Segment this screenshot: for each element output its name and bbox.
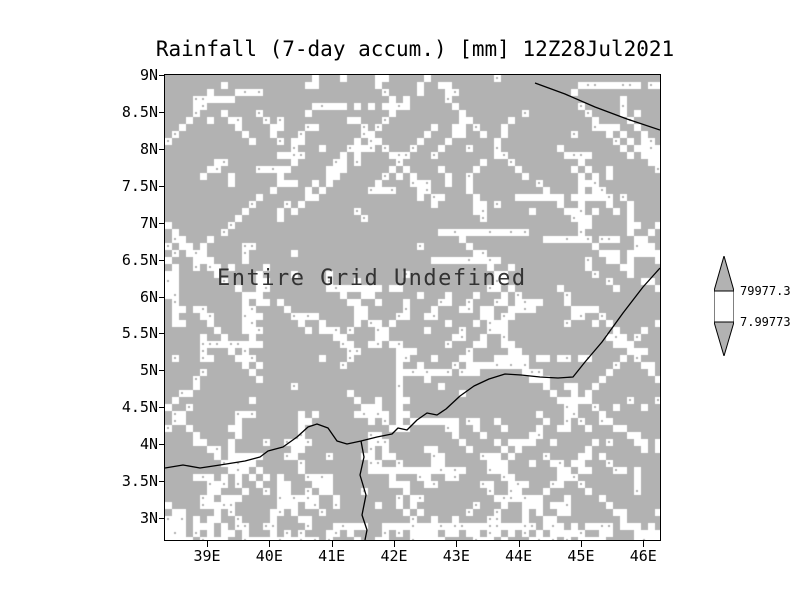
x-tick-mark [518,541,520,547]
y-tick-label: 9N [139,66,158,84]
x-tick-mark [393,541,395,547]
y-tick-mark [159,518,165,520]
x-tick-label: 40E [255,547,283,565]
colorbar-middle-band [713,290,735,323]
y-tick-mark [159,333,165,335]
y-tick-mark [159,75,165,76]
x-tick-label: 44E [505,547,533,565]
y-tick-label: 3.5N [121,472,158,491]
x-tick-mark [643,541,645,547]
x-tick-mark [207,541,208,547]
y-tick-label: 8.5N [121,102,158,121]
x-tick-mark [580,541,582,547]
x-tick-mark [331,541,333,547]
colorbar-label-lower: 7.99773 [740,315,791,329]
y-tick-mark [159,481,165,483]
y-tick-mark [159,111,165,113]
y-tick-label: 6.5N [121,250,158,269]
y-tick-label: 5N [139,361,158,380]
colorbar-upper-arrow [713,254,735,292]
chart-title: Rainfall (7-day accum.) [mm] 12Z28Jul202… [155,37,675,61]
y-tick-label: 8N [139,139,158,158]
y-tick-mark [159,296,165,298]
y-tick-label: 3N [139,509,158,528]
y-tick-mark [159,222,165,224]
y-tick-label: 7N [139,213,158,232]
x-tick-mark [456,541,458,547]
x-tick-label: 43E [442,547,470,565]
y-tick-mark [159,407,165,409]
map-boundary-lines [165,82,660,540]
x-tick-label: 42E [380,547,408,565]
x-tick-mark [269,541,271,547]
y-tick-mark [159,185,165,187]
y-tick-mark [159,370,165,372]
y-tick-label: 7.5N [121,176,158,195]
colorbar: 79977.3 7.99773 [713,254,792,360]
y-tick-mark [159,444,165,446]
y-tick-mark [159,148,165,150]
colorbar-label-upper: 79977.3 [740,284,791,298]
y-tick-label: 4.5N [121,398,158,417]
undefined-grid-speckle-field [165,75,660,540]
x-tick-label: 46E [629,547,657,565]
y-tick-mark [159,259,165,261]
colorbar-arrow-scale [713,254,735,358]
x-tick-label: 41E [318,547,346,565]
grid-undefined-message: Entire Grid Undefined [217,266,527,291]
boundary-line-south [359,440,368,540]
y-tick-label: 4N [139,435,158,454]
y-tick-label: 6N [139,287,158,306]
boundary-line-main [165,267,660,469]
y-tick-label: 5.5N [121,324,158,343]
x-tick-label: 45E [567,547,595,565]
boundary-line-northeast [534,82,660,131]
plot-area: Entire Grid Undefined [164,74,661,541]
colorbar-lower-arrow [713,321,735,358]
x-tick-label: 39E [193,547,221,565]
